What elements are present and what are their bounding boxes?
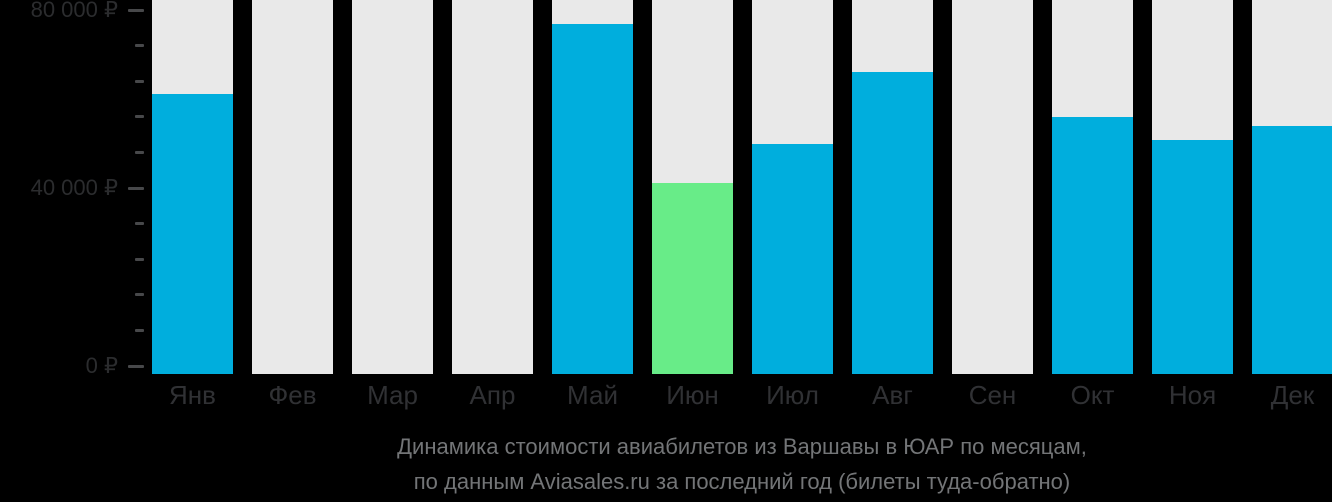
- month-label-Май: Май: [567, 380, 618, 410]
- price-bar-Июн[interactable]: [652, 183, 733, 374]
- chart-caption-line1: Динамика стоимости авиабилетов из Варшав…: [397, 434, 1087, 459]
- bar-slot-Июн: [652, 0, 733, 374]
- y-axis-label-40000: 40 000 ₽: [30, 175, 118, 200]
- bar-slot-Мар: [352, 0, 433, 374]
- month-label-Июл: Июл: [766, 380, 819, 410]
- major-tick-80000: [128, 8, 144, 12]
- bar-background-Апр: [452, 0, 533, 374]
- month-label-Янв: Янв: [169, 380, 216, 410]
- y-axis-label-80000: 80 000 ₽: [30, 0, 118, 22]
- month-label-Мар: Мар: [367, 380, 418, 410]
- bar-slot-Окт: [1052, 0, 1133, 374]
- bar-background-Сен: [952, 0, 1033, 374]
- bar-slot-Май: [552, 0, 633, 374]
- bar-slot-Сен: [952, 0, 1033, 374]
- minor-tick-8000: [135, 328, 144, 332]
- bar-slot-Июл: [752, 0, 833, 374]
- month-label-Июн: Июн: [666, 380, 719, 410]
- price-bar-Авг[interactable]: [852, 72, 933, 374]
- bar-slot-Фев: [252, 0, 333, 374]
- price-bar-Май[interactable]: [552, 24, 633, 374]
- price-bar-Ноя[interactable]: [1152, 140, 1233, 374]
- price-bar-Янв[interactable]: [152, 94, 233, 374]
- month-label-Авг: Авг: [872, 380, 913, 410]
- month-label-Ноя: Ноя: [1168, 380, 1217, 410]
- price-bar-Дек[interactable]: [1252, 126, 1332, 374]
- month-label-Фев: Фев: [268, 380, 317, 410]
- minor-tick-48000: [135, 150, 144, 154]
- month-label-Апр: Апр: [469, 380, 516, 410]
- minor-tick-56000: [135, 115, 144, 119]
- chart-caption: Динамика стоимости авиабилетов из Варшав…: [152, 429, 1332, 499]
- bar-slot-Янв: [152, 0, 233, 374]
- bar-slot-Ноя: [1152, 0, 1233, 374]
- x-axis: Янв Фев Мар Апр Май Июн Июл Авг Сен Окт Ноя Дек: [152, 381, 1332, 411]
- y-axis-label-0: 0 ₽: [85, 353, 118, 378]
- minor-tick-32000: [135, 222, 144, 226]
- minor-tick-64000: [135, 79, 144, 83]
- month-label-Дек: Дек: [1270, 380, 1315, 410]
- bar-slot-Апр: [452, 0, 533, 374]
- plot-area: [152, 0, 1332, 374]
- y-axis: 0 ₽ 40 000 ₽ 80 000 ₽: [0, 0, 152, 380]
- minor-tick-16000: [135, 293, 144, 297]
- bar-background-Фев: [252, 0, 333, 374]
- minor-tick-24000: [135, 257, 144, 261]
- month-label-Окт: Окт: [1070, 380, 1115, 410]
- minor-tick-72000: [135, 44, 144, 48]
- month-label-Сен: Сен: [968, 380, 1017, 410]
- price-bar-Июл[interactable]: [752, 144, 833, 374]
- bar-slot-Дек: [1252, 0, 1332, 374]
- major-tick-40000: [128, 186, 144, 190]
- bar-slot-Авг: [852, 0, 933, 374]
- price-bar-Окт[interactable]: [1052, 117, 1133, 374]
- major-tick-0: [128, 364, 144, 368]
- bar-background-Мар: [352, 0, 433, 374]
- chart-caption-line2: по данным Aviasales.ru за последний год …: [413, 469, 1071, 494]
